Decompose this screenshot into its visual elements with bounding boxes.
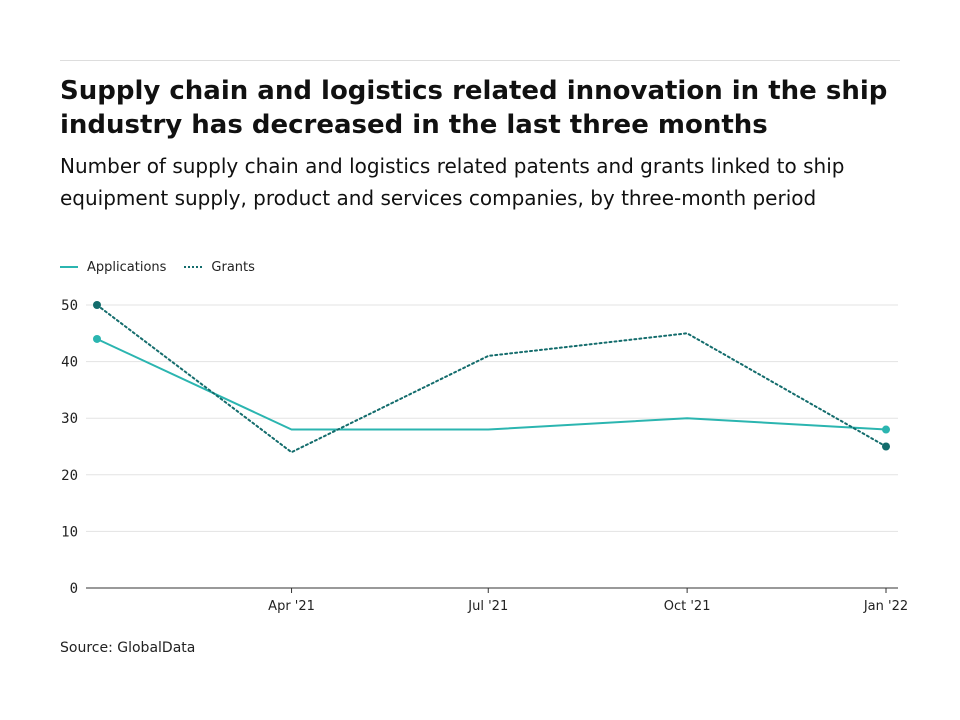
x-tick-label-2: Oct '21 [664,599,711,614]
point-grants-4 [882,442,890,451]
axis-layer: 0 10 20 30 40 50 Apr '21 Jul '21 Oct '21 Jan '22 [61,298,908,614]
y-tick-label-50: 50 [61,298,78,314]
legend-item-grants[interactable]: Grants [184,260,255,275]
y-tick-label-0: 0 [70,581,78,597]
y-tick-label-10: 10 [61,524,78,540]
grid-layer [86,304,898,532]
y-tick-label-30: 30 [61,411,78,427]
series-line-applications [96,338,887,431]
series-layer [96,304,887,454]
y-tick-label-40: 40 [61,355,78,371]
marker-layer [93,301,890,451]
y-tick-label-20: 20 [61,468,78,484]
point-applications-0 [93,334,101,343]
legend-label-applications: Applications [87,259,167,275]
x-tick-label-3: Jan '22 [863,599,908,614]
legend-swatch-grants [184,266,203,268]
chart-subtitle: Number of supply chain and logistics rel… [60,154,845,210]
x-tick-label-0: Apr '21 [268,599,315,614]
source-note: Source: GlobalData [60,640,196,656]
point-applications-4 [882,425,890,434]
point-grants-0 [93,301,101,309]
chart-title: Supply chain and logistics related innov… [60,76,888,140]
x-tick-label-1: Jul '21 [467,599,508,614]
legend-label-grants: Grants [211,259,255,275]
legend-swatch-applications [60,266,78,268]
top-divider [60,60,900,61]
chart-legend: Applications Grants [60,257,273,277]
series-line-grants [96,304,887,454]
legend-item-applications[interactable]: Applications [60,260,166,275]
